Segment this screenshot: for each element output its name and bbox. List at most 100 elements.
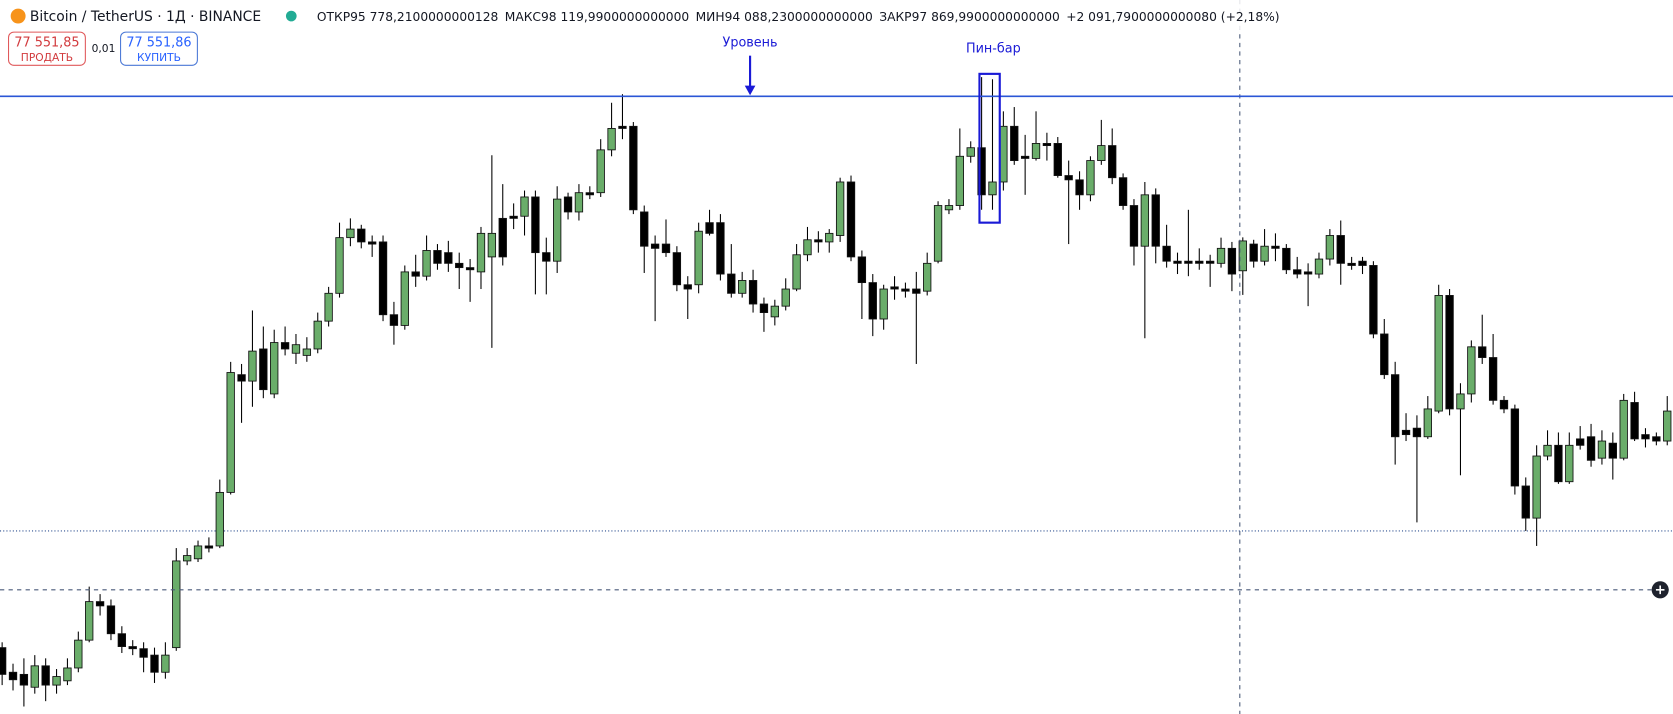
candle-body (1608, 442, 1617, 459)
candle-body (85, 601, 94, 641)
candle-body (716, 222, 725, 275)
candle-body (1401, 429, 1411, 436)
buy-button[interactable] (120, 31, 198, 66)
buy-label: КУПИТЬ (137, 51, 181, 64)
candle-body (901, 288, 910, 292)
candle-body (95, 601, 105, 607)
candle-body (357, 228, 366, 243)
candle-body (1042, 143, 1052, 147)
candle-body (465, 267, 475, 271)
candle-body (226, 372, 235, 493)
candle-body (650, 243, 660, 249)
candle-body (792, 254, 801, 290)
candle-body (825, 232, 834, 243)
candle-body (0, 647, 7, 675)
spread: 0,01 (92, 42, 116, 55)
candle-body (781, 288, 790, 307)
candle-body (814, 239, 823, 243)
candle-body (1663, 410, 1672, 442)
candle-body (1075, 179, 1084, 196)
candle-body (1205, 260, 1215, 264)
candle-body (738, 280, 747, 294)
level-annotation: Уровень (723, 35, 778, 50)
candle-body (553, 198, 562, 262)
status-dot (285, 10, 297, 22)
symbol[interactable]: Bitcoin / TetherUS · 1Д · BINANCE (30, 9, 261, 25)
sell-price: 77 551,85 (14, 35, 79, 50)
candle-body (629, 125, 638, 211)
candle-body (1173, 260, 1182, 264)
candle-body (520, 196, 529, 217)
candle-body (324, 292, 333, 322)
pin-bar-box (978, 72, 1001, 224)
candle-body (1543, 444, 1552, 457)
candle-body (1434, 295, 1443, 412)
candle-body (1488, 357, 1498, 401)
candle-body (1108, 145, 1117, 179)
candle-body (966, 147, 975, 157)
candle-body (1597, 440, 1607, 459)
candle-body (803, 239, 812, 256)
candle-body (1423, 408, 1432, 438)
change: +2 091,7900000000080 (+2,18%) (1066, 10, 1279, 24)
candle-body (1303, 271, 1313, 275)
candle-body (476, 232, 486, 273)
candle-body (585, 192, 594, 196)
candle-body (955, 155, 965, 206)
candle-body (1260, 245, 1269, 262)
candle-body (1467, 346, 1476, 395)
candle-body (1020, 155, 1030, 159)
candle-body (367, 241, 377, 245)
candle-body (1369, 265, 1378, 335)
candle-body (150, 654, 159, 673)
candle-body (1445, 295, 1454, 410)
candle-body (661, 243, 671, 254)
candle-body (770, 305, 779, 318)
buy-price: 77 551,86 (126, 35, 191, 50)
candle-body (1271, 245, 1280, 249)
candle-body (455, 262, 464, 269)
candle-body (1227, 247, 1237, 275)
candle-body (1031, 143, 1041, 159)
candle-body (1630, 402, 1639, 440)
open-label: ОТКР (317, 10, 350, 24)
candle-body (378, 241, 388, 316)
candle-body (1565, 444, 1574, 483)
candle-body (1151, 194, 1160, 247)
candle-body (1325, 235, 1335, 260)
candle-body (1412, 427, 1422, 438)
candle-body (63, 667, 72, 682)
low-value: 94 088,2300000000000 (725, 10, 873, 24)
candle-body (1162, 245, 1171, 262)
candle-body (923, 262, 932, 292)
candle-body (1652, 436, 1661, 442)
ohlc-line: ОТКР95 778,2100000000128 МАКС98 119,99000… (317, 10, 1280, 24)
candle-body (1586, 436, 1596, 461)
close-label: ЗАКР (879, 10, 911, 24)
candle-body (1118, 177, 1128, 206)
sell-label: ПРОДАТЬ (21, 51, 73, 64)
candle-body (8, 671, 18, 681)
candle-body (444, 252, 453, 264)
candle-body (912, 288, 921, 294)
candle-body (498, 217, 507, 258)
candle-body (280, 342, 290, 350)
candle-body (1510, 408, 1520, 487)
candle-body (1358, 260, 1367, 266)
high-label: МАКС (505, 10, 541, 24)
candle-body (128, 646, 137, 650)
candle-body (172, 560, 181, 649)
open-value: 95 778,2100000000128 (350, 10, 498, 24)
candle-body (944, 205, 954, 211)
sell-button[interactable] (8, 31, 86, 66)
candle-body (270, 342, 279, 395)
candle-body (400, 271, 409, 326)
candle-body (161, 654, 170, 673)
candle-body (509, 215, 518, 219)
candle-body (1380, 333, 1389, 376)
candle-body (607, 128, 616, 151)
close-value: 97 869,9900000000000 (912, 10, 1060, 24)
candle-body (977, 147, 986, 196)
